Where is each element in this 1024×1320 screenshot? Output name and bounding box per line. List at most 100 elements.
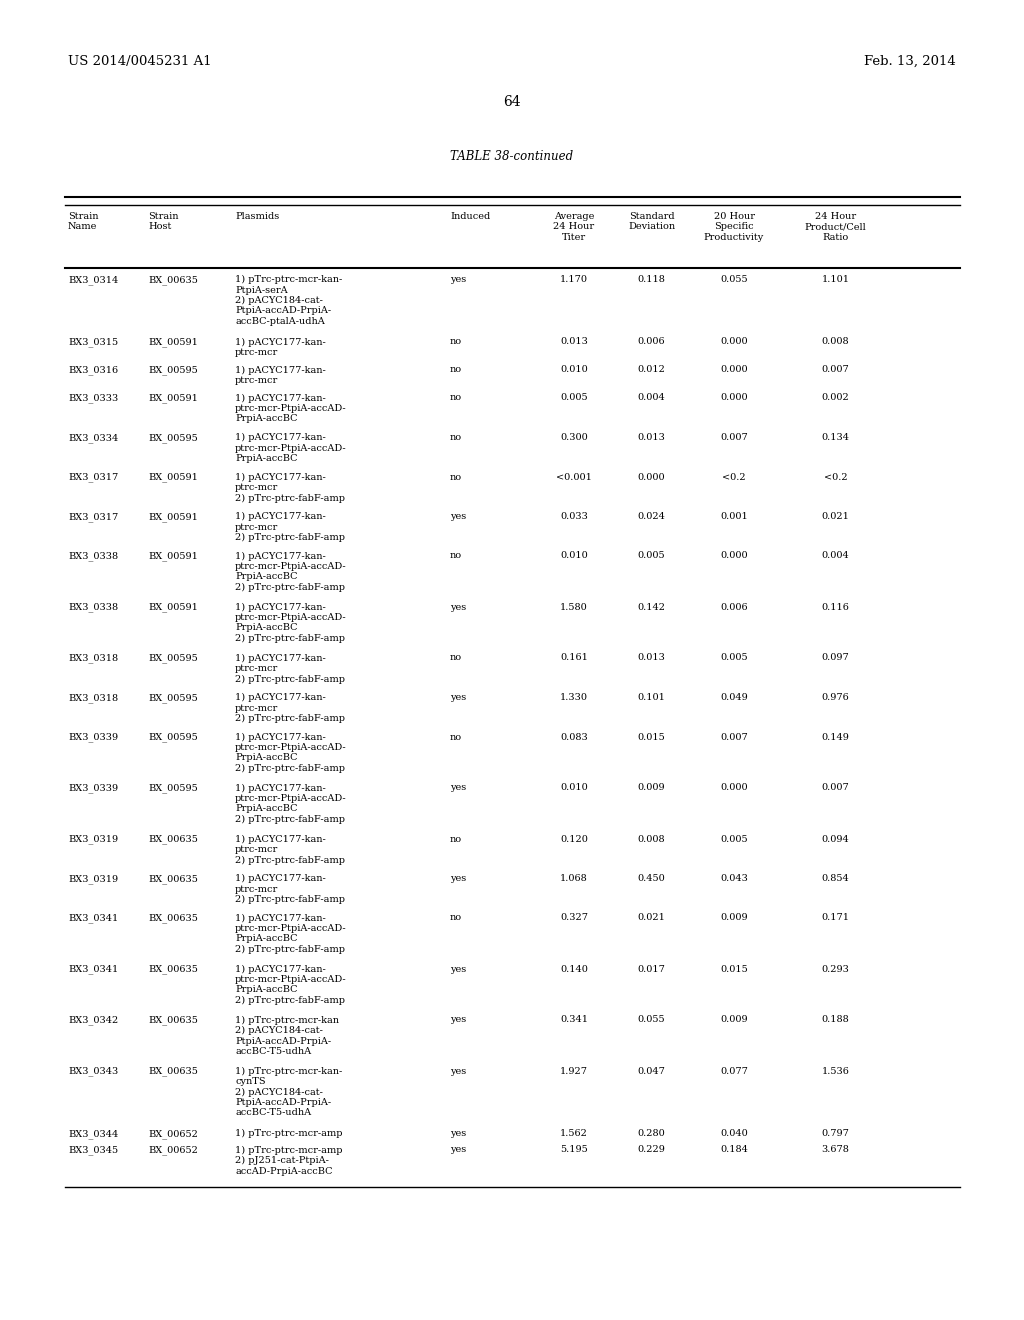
Text: 0.024: 0.024 [638, 512, 666, 521]
Text: 0.976: 0.976 [821, 693, 849, 702]
Text: BX_00652: BX_00652 [148, 1129, 198, 1139]
Text: BX_00591: BX_00591 [148, 393, 198, 403]
Text: 0.004: 0.004 [638, 393, 666, 403]
Text: 5.195: 5.195 [560, 1146, 588, 1155]
Text: 0.010: 0.010 [560, 366, 588, 375]
Text: 20 Hour
Specific
Productivity: 20 Hour Specific Productivity [703, 213, 764, 242]
Text: BX3_0339: BX3_0339 [68, 784, 118, 793]
Text: Average
24 Hour
Titer: Average 24 Hour Titer [553, 213, 595, 242]
Text: 0.021: 0.021 [821, 512, 850, 521]
Text: 0.450: 0.450 [638, 874, 666, 883]
Text: 1.580: 1.580 [560, 602, 588, 611]
Text: 1.101: 1.101 [821, 275, 850, 284]
Text: 0.013: 0.013 [638, 653, 666, 663]
Text: 1) pACYC177-kan-
ptrc-mcr: 1) pACYC177-kan- ptrc-mcr [234, 338, 326, 356]
Text: 1.562: 1.562 [560, 1129, 588, 1138]
Text: BX3_0339: BX3_0339 [68, 733, 118, 742]
Text: 0.229: 0.229 [638, 1146, 666, 1155]
Text: BX_00635: BX_00635 [148, 874, 198, 883]
Text: 1) pACYC177-kan-
ptrc-mcr-PtpiA-accAD-
PrpiA-accBC
2) pTrc-ptrc-fabF-amp: 1) pACYC177-kan- ptrc-mcr-PtpiA-accAD- P… [234, 965, 347, 1005]
Text: 0.005: 0.005 [560, 393, 588, 403]
Text: 0.140: 0.140 [560, 965, 588, 974]
Text: 1) pTrc-ptrc-mcr-amp
2) pJ251-cat-PtpiA-
accAD-PrpiA-accBC: 1) pTrc-ptrc-mcr-amp 2) pJ251-cat-PtpiA-… [234, 1146, 342, 1176]
Text: BX3_0344: BX3_0344 [68, 1129, 118, 1139]
Text: 0.171: 0.171 [821, 913, 850, 923]
Text: 0.007: 0.007 [821, 366, 849, 375]
Text: 1) pACYC177-kan-
ptrc-mcr-PtpiA-accAD-
PrpiA-accBC
2) pTrc-ptrc-fabF-amp: 1) pACYC177-kan- ptrc-mcr-PtpiA-accAD- P… [234, 733, 347, 774]
Text: 0.009: 0.009 [720, 1015, 748, 1024]
Text: yes: yes [450, 1015, 466, 1024]
Text: yes: yes [450, 1067, 466, 1076]
Text: no: no [450, 338, 462, 346]
Text: BX_00595: BX_00595 [148, 733, 198, 742]
Text: 0.010: 0.010 [560, 552, 588, 561]
Text: BX3_0345: BX3_0345 [68, 1146, 118, 1155]
Text: 1) pACYC177-kan-
ptrc-mcr-PtpiA-accAD-
PrpiA-accBC
2) pTrc-ptrc-fabF-amp: 1) pACYC177-kan- ptrc-mcr-PtpiA-accAD- P… [234, 552, 347, 591]
Text: 1) pACYC177-kan-
ptrc-mcr
2) pTrc-ptrc-fabF-amp: 1) pACYC177-kan- ptrc-mcr 2) pTrc-ptrc-f… [234, 473, 345, 503]
Text: 0.280: 0.280 [638, 1129, 666, 1138]
Text: 1) pTrc-ptrc-mcr-kan-
PtpiA-serA
2) pACYC184-cat-
PtpiA-accAD-PrpiA-
accBC-ptalA: 1) pTrc-ptrc-mcr-kan- PtpiA-serA 2) pACY… [234, 275, 342, 326]
Text: 0.000: 0.000 [720, 552, 748, 561]
Text: BX3_0342: BX3_0342 [68, 1015, 118, 1026]
Text: BX3_0317: BX3_0317 [68, 512, 118, 521]
Text: 0.120: 0.120 [560, 834, 588, 843]
Text: BX_00591: BX_00591 [148, 338, 198, 347]
Text: BX_00595: BX_00595 [148, 366, 198, 375]
Text: BX3_0318: BX3_0318 [68, 693, 118, 702]
Text: 0.005: 0.005 [720, 834, 748, 843]
Text: 0.083: 0.083 [560, 733, 588, 742]
Text: 1.068: 1.068 [560, 874, 588, 883]
Text: 0.797: 0.797 [821, 1129, 850, 1138]
Text: BX_00635: BX_00635 [148, 965, 198, 974]
Text: 1) pACYC177-kan-
ptrc-mcr-PtpiA-accAD-
PrpiA-accBC
2) pTrc-ptrc-fabF-amp: 1) pACYC177-kan- ptrc-mcr-PtpiA-accAD- P… [234, 602, 347, 643]
Text: BX3_0343: BX3_0343 [68, 1067, 118, 1076]
Text: BX3_0338: BX3_0338 [68, 552, 118, 561]
Text: 1) pTrc-ptrc-mcr-amp: 1) pTrc-ptrc-mcr-amp [234, 1129, 342, 1138]
Text: 0.010: 0.010 [560, 784, 588, 792]
Text: 1) pACYC177-kan-
ptrc-mcr
2) pTrc-ptrc-fabF-amp: 1) pACYC177-kan- ptrc-mcr 2) pTrc-ptrc-f… [234, 693, 345, 723]
Text: 0.013: 0.013 [638, 433, 666, 442]
Text: no: no [450, 433, 462, 442]
Text: 0.293: 0.293 [821, 965, 850, 974]
Text: 0.097: 0.097 [821, 653, 849, 663]
Text: 1) pTrc-ptrc-mcr-kan
2) pACYC184-cat-
PtpiA-accAD-PrpiA-
accBC-T5-udhA: 1) pTrc-ptrc-mcr-kan 2) pACYC184-cat- Pt… [234, 1015, 339, 1056]
Text: 0.184: 0.184 [720, 1146, 748, 1155]
Text: Induced: Induced [450, 213, 490, 220]
Text: 0.007: 0.007 [821, 784, 849, 792]
Text: 64: 64 [503, 95, 521, 110]
Text: 0.007: 0.007 [720, 433, 748, 442]
Text: yes: yes [450, 693, 466, 702]
Text: 24 Hour
Product/Cell
Ratio: 24 Hour Product/Cell Ratio [805, 213, 866, 242]
Text: Plasmids: Plasmids [234, 213, 280, 220]
Text: yes: yes [450, 1129, 466, 1138]
Text: BX_00595: BX_00595 [148, 693, 198, 702]
Text: BX3_0317: BX3_0317 [68, 473, 118, 482]
Text: BX_00591: BX_00591 [148, 512, 198, 521]
Text: 0.043: 0.043 [720, 874, 748, 883]
Text: <0.2: <0.2 [722, 473, 745, 482]
Text: 0.134: 0.134 [821, 433, 850, 442]
Text: 0.149: 0.149 [821, 733, 850, 742]
Text: 0.002: 0.002 [821, 393, 849, 403]
Text: BX_00595: BX_00595 [148, 653, 198, 663]
Text: 0.015: 0.015 [638, 733, 666, 742]
Text: 1.536: 1.536 [821, 1067, 850, 1076]
Text: 1) pACYC177-kan-
ptrc-mcr
2) pTrc-ptrc-fabF-amp: 1) pACYC177-kan- ptrc-mcr 2) pTrc-ptrc-f… [234, 512, 345, 543]
Text: yes: yes [450, 874, 466, 883]
Text: BX3_0341: BX3_0341 [68, 965, 118, 974]
Text: 0.055: 0.055 [720, 275, 748, 284]
Text: BX3_0334: BX3_0334 [68, 433, 118, 442]
Text: 0.005: 0.005 [720, 653, 748, 663]
Text: BX3_0318: BX3_0318 [68, 653, 118, 663]
Text: 1.170: 1.170 [560, 275, 588, 284]
Text: 1.330: 1.330 [560, 693, 588, 702]
Text: 1) pACYC177-kan-
ptrc-mcr: 1) pACYC177-kan- ptrc-mcr [234, 366, 326, 385]
Text: US 2014/0045231 A1: US 2014/0045231 A1 [68, 55, 212, 69]
Text: Strain
Name: Strain Name [68, 213, 98, 231]
Text: <0.001: <0.001 [556, 473, 592, 482]
Text: BX3_0341: BX3_0341 [68, 913, 118, 923]
Text: 0.004: 0.004 [821, 552, 849, 561]
Text: no: no [450, 473, 462, 482]
Text: no: no [450, 366, 462, 375]
Text: Strain
Host: Strain Host [148, 213, 178, 231]
